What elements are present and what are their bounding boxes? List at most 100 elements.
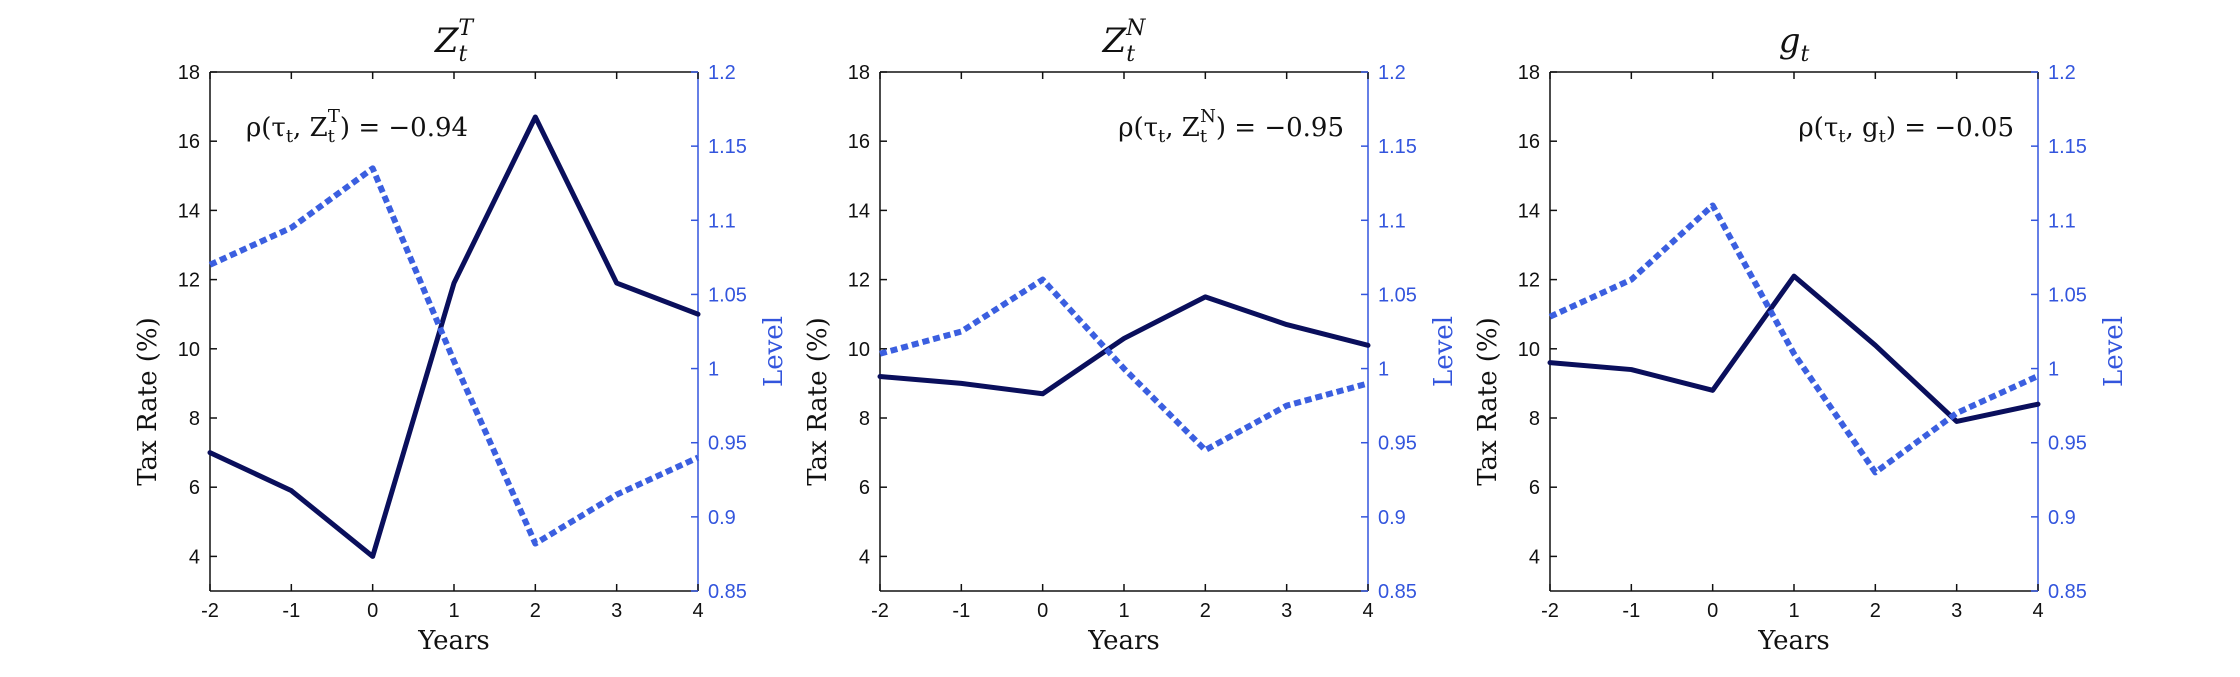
title-subscript: t — [1800, 42, 1809, 67]
y-right-tick-label: 1.1 — [708, 210, 736, 232]
x-tick-label: 1 — [448, 600, 459, 622]
annotation-subscript: t — [1879, 126, 1887, 147]
y-tick-label: 10 — [848, 339, 870, 361]
y-right-tick-label: 1.05 — [708, 284, 747, 306]
y-right-tick-label: 1.1 — [1378, 210, 1406, 232]
y-right-tick-label: 1.2 — [708, 62, 736, 84]
y-axis-title: Tax Rate (%) — [133, 317, 163, 486]
x-tick-label: 1 — [1788, 600, 1799, 622]
correlation-annotation: ρ(τt, ZtT) = −0.94 — [246, 106, 468, 147]
x-tick-label: -2 — [201, 600, 219, 622]
annotation-subscript: t — [1200, 126, 1208, 147]
y-right-tick-label: 0.9 — [2048, 507, 2076, 529]
y-right-tick-label: 1 — [1378, 359, 1389, 381]
x-tick-label: 3 — [611, 600, 622, 622]
y-right-tick-label: 0.95 — [2048, 433, 2087, 455]
y-right-tick-label: 1 — [708, 359, 719, 381]
annotation-mid: , Z — [293, 113, 328, 143]
y-right-tick-label: 0.85 — [708, 581, 747, 603]
x-tick-label: 1 — [1118, 600, 1129, 622]
y-tick-label: 12 — [1518, 270, 1540, 292]
y-right-tick-label: 0.85 — [1378, 581, 1417, 603]
y-right-tick-label: 1.1 — [2048, 210, 2076, 232]
y-right-tick-label: 1 — [2048, 359, 2059, 381]
annotation-subscript: t — [286, 126, 294, 147]
x-tick-label: 4 — [692, 600, 703, 622]
annotation-mid: , Z — [1165, 113, 1200, 143]
annotation-superscript: N — [1200, 106, 1216, 127]
x-axis-title: Years — [417, 626, 490, 656]
y-tick-label: 4 — [1529, 546, 1540, 568]
y-tick-label: 16 — [178, 131, 200, 153]
panel-title: gt — [1779, 21, 1810, 67]
annotation-prefix: ρ(τ — [1798, 113, 1838, 143]
tax-rate-series-line — [1547, 273, 2041, 424]
annotation-subscript: t — [1158, 126, 1166, 147]
y-right-tick-label: 1.2 — [2048, 62, 2076, 84]
y-right-tick-label: 0.95 — [1378, 433, 1417, 455]
tax-rate-series-line — [877, 294, 1371, 397]
panel-title: ZtN — [1102, 16, 1146, 67]
y-right-tick-label: 1.2 — [1378, 62, 1406, 84]
y-tick-label: 18 — [178, 62, 200, 84]
x-axis-title: Years — [1757, 626, 1830, 656]
y-right-tick-label: 1.05 — [2048, 284, 2087, 306]
x-tick-label: -2 — [871, 600, 889, 622]
chart-panel-1: -2 -1 0 1 2 3 446810121416180.850.90.9511.051.… — [133, 16, 789, 656]
annotation-prefix: ρ(τ — [246, 113, 286, 143]
x-tick-label: 0 — [1037, 600, 1048, 622]
x-tick-label: -1 — [282, 600, 300, 622]
annotation-mid: , g — [1845, 113, 1878, 143]
y-tick-label: 8 — [189, 408, 200, 430]
y-right-axis-title: Level — [759, 316, 789, 387]
title-main: g — [1779, 21, 1801, 61]
y-right-tick-label: 1.15 — [1378, 136, 1417, 158]
x-tick-label: 2 — [1870, 600, 1881, 622]
level-series-line — [208, 165, 700, 547]
y-tick-label: 16 — [848, 131, 870, 153]
y-axis-title: Tax Rate (%) — [803, 317, 833, 486]
chart-panel-3: -2 -1 0 1 2 3 446810121416180.850.90.9511.051.… — [1473, 21, 2129, 656]
y-axis-title: Tax Rate (%) — [1473, 317, 1503, 486]
annotation-subscript: t — [1838, 126, 1846, 147]
y-right-tick-label: 1.15 — [2048, 136, 2087, 158]
y-tick-label: 6 — [189, 477, 200, 499]
x-axis-title: Years — [1087, 626, 1160, 656]
y-tick-label: 8 — [859, 408, 870, 430]
x-tick-label: 4 — [2032, 600, 2043, 622]
y-right-tick-label: 0.9 — [708, 507, 736, 529]
x-tick-label: 2 — [530, 600, 541, 622]
annotation-suffix: ) = −0.94 — [340, 113, 468, 143]
y-tick-label: 18 — [1518, 62, 1540, 84]
y-right-tick-label: 1.05 — [1378, 284, 1417, 306]
annotation-suffix: ) = −0.95 — [1216, 113, 1344, 143]
y-tick-label: 10 — [178, 339, 200, 361]
y-tick-label: 14 — [848, 200, 870, 222]
x-tick-label: 0 — [367, 600, 378, 622]
y-tick-label: 12 — [848, 270, 870, 292]
y-tick-label: 6 — [1529, 477, 1540, 499]
y-tick-label: 8 — [1529, 408, 1540, 430]
x-tick-label: 3 — [1951, 600, 1962, 622]
tax-rate-series-line — [207, 114, 701, 559]
y-tick-label: 16 — [1518, 131, 1540, 153]
title-superscript: T — [458, 16, 475, 41]
y-tick-label: 14 — [178, 200, 200, 222]
annotation-prefix: ρ(τ — [1118, 113, 1158, 143]
y-tick-label: 6 — [859, 477, 870, 499]
x-tick-label: -1 — [952, 600, 970, 622]
chart-panel-2: -2 -1 0 1 2 3 446810121416180.850.90.9511.051.… — [803, 16, 1459, 656]
correlation-annotation: ρ(τt, ZtN) = −0.95 — [1118, 106, 1344, 147]
y-tick-label: 14 — [1518, 200, 1540, 222]
annotation-subscript: t — [328, 126, 336, 147]
correlation-annotation: ρ(τt, gt) = −0.05 — [1798, 113, 2014, 147]
y-right-tick-label: 0.85 — [2048, 581, 2087, 603]
x-tick-label: -2 — [1541, 600, 1559, 622]
annotation-superscript: T — [328, 106, 340, 127]
y-tick-label: 4 — [859, 546, 870, 568]
level-series-line — [1548, 202, 2040, 476]
level-series-line — [879, 276, 1369, 454]
x-tick-label: 3 — [1281, 600, 1292, 622]
y-right-axis-title: Level — [1429, 316, 1459, 387]
